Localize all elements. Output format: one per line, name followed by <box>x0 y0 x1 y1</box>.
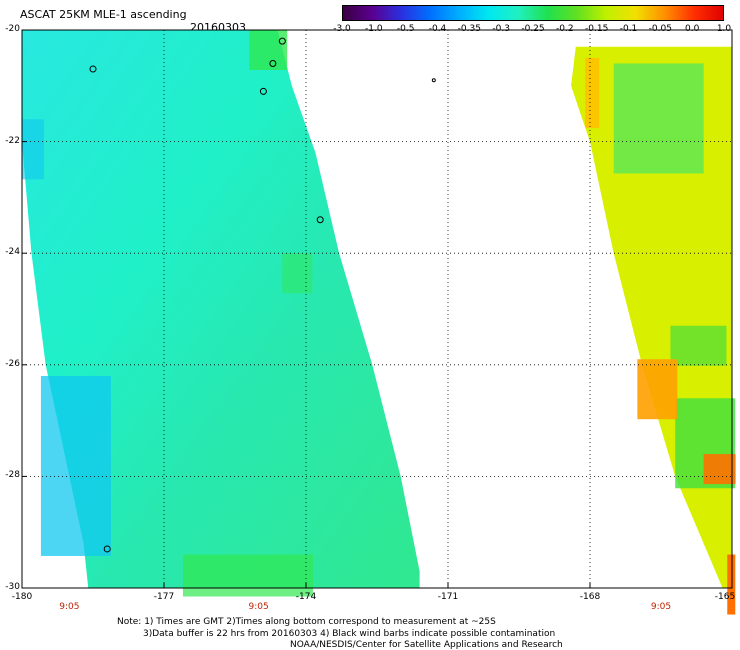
lon-label: -165 <box>714 592 736 602</box>
colorbar-tick-label: -0.4 <box>428 24 447 34</box>
left-swath-green-patch <box>282 253 313 294</box>
lat-label: -26 <box>5 358 20 369</box>
time-label: 9:05 <box>248 602 269 612</box>
right-swath-orange-patch <box>703 454 736 485</box>
lon-label: -174 <box>295 592 317 602</box>
colorbar-tick-label: -0.5 <box>396 24 415 34</box>
left-swath-blue-patch <box>40 375 111 556</box>
colorbar-tick-label: -0.15 <box>585 24 609 34</box>
colorbar-tick-label: -1.0 <box>365 24 383 34</box>
note-line-1: Note: 1) Times are GMT 2)Times along bot… <box>117 617 496 627</box>
island-outline <box>278 37 286 45</box>
colorbar-tick-label: -0.25 <box>521 24 545 34</box>
left-swath <box>22 30 420 588</box>
colorbar-tick-label: -0.2 <box>556 24 574 34</box>
colorbar-tick-label: 0.0 <box>684 24 700 34</box>
lat-label: -22 <box>5 135 20 146</box>
lat-label: -24 <box>5 247 20 258</box>
lat-label: -20 <box>5 24 20 34</box>
note-line-2: 3)Data buffer is 22 hrs from 20160303 4)… <box>143 629 556 639</box>
right-swath-green-patch <box>670 325 727 366</box>
island-outline <box>431 78 436 83</box>
left-swath-blue-patch <box>22 119 44 180</box>
island-outline <box>259 87 267 95</box>
lon-label: -180 <box>11 592 33 602</box>
lon-label: -177 <box>153 592 175 602</box>
colorbar-ticks: -3.0 -1.0 -0.5 -0.4 -0.35 -0.3 -0.25 -0.2 -0.15-… <box>330 24 740 36</box>
time-label: 9:05 <box>59 602 80 612</box>
right-swath-orange-patch <box>727 554 736 615</box>
lon-label: -168 <box>579 592 601 602</box>
colorbar-tick-label: -3.0 <box>333 24 351 34</box>
colorbar <box>342 5 724 21</box>
time-label: 9:05 <box>650 602 672 612</box>
colorbar-tick-label: -0.35 <box>457 24 481 34</box>
right-swath-green-patch <box>613 63 704 174</box>
map-frame <box>21 29 733 589</box>
right-swath-orange-patch <box>637 359 678 420</box>
colorbar-tick-label: -0.1 <box>619 24 638 34</box>
left-swath-green-patch <box>249 30 288 70</box>
lat-label: -30 <box>5 582 20 592</box>
colorbar-tick-label: -0.3 <box>492 24 510 34</box>
island-outline <box>103 545 111 553</box>
colorbar-tick-label: 1.0 <box>716 24 732 34</box>
right-swath-orange-patch <box>585 57 600 128</box>
island-outline <box>89 65 97 73</box>
lon-label: -171 <box>437 592 459 602</box>
island-outline <box>316 216 324 224</box>
island-outline <box>269 59 277 67</box>
note-line-3: NOAA/NESDIS/Center for Satellite Applica… <box>290 640 563 650</box>
lat-label: -28 <box>5 470 20 481</box>
left-swath-green-patch <box>182 554 313 597</box>
colorbar-tick-label: -0.05 <box>648 24 672 34</box>
product-title: ASCAT 25KM MLE-1 ascending <box>20 8 187 21</box>
